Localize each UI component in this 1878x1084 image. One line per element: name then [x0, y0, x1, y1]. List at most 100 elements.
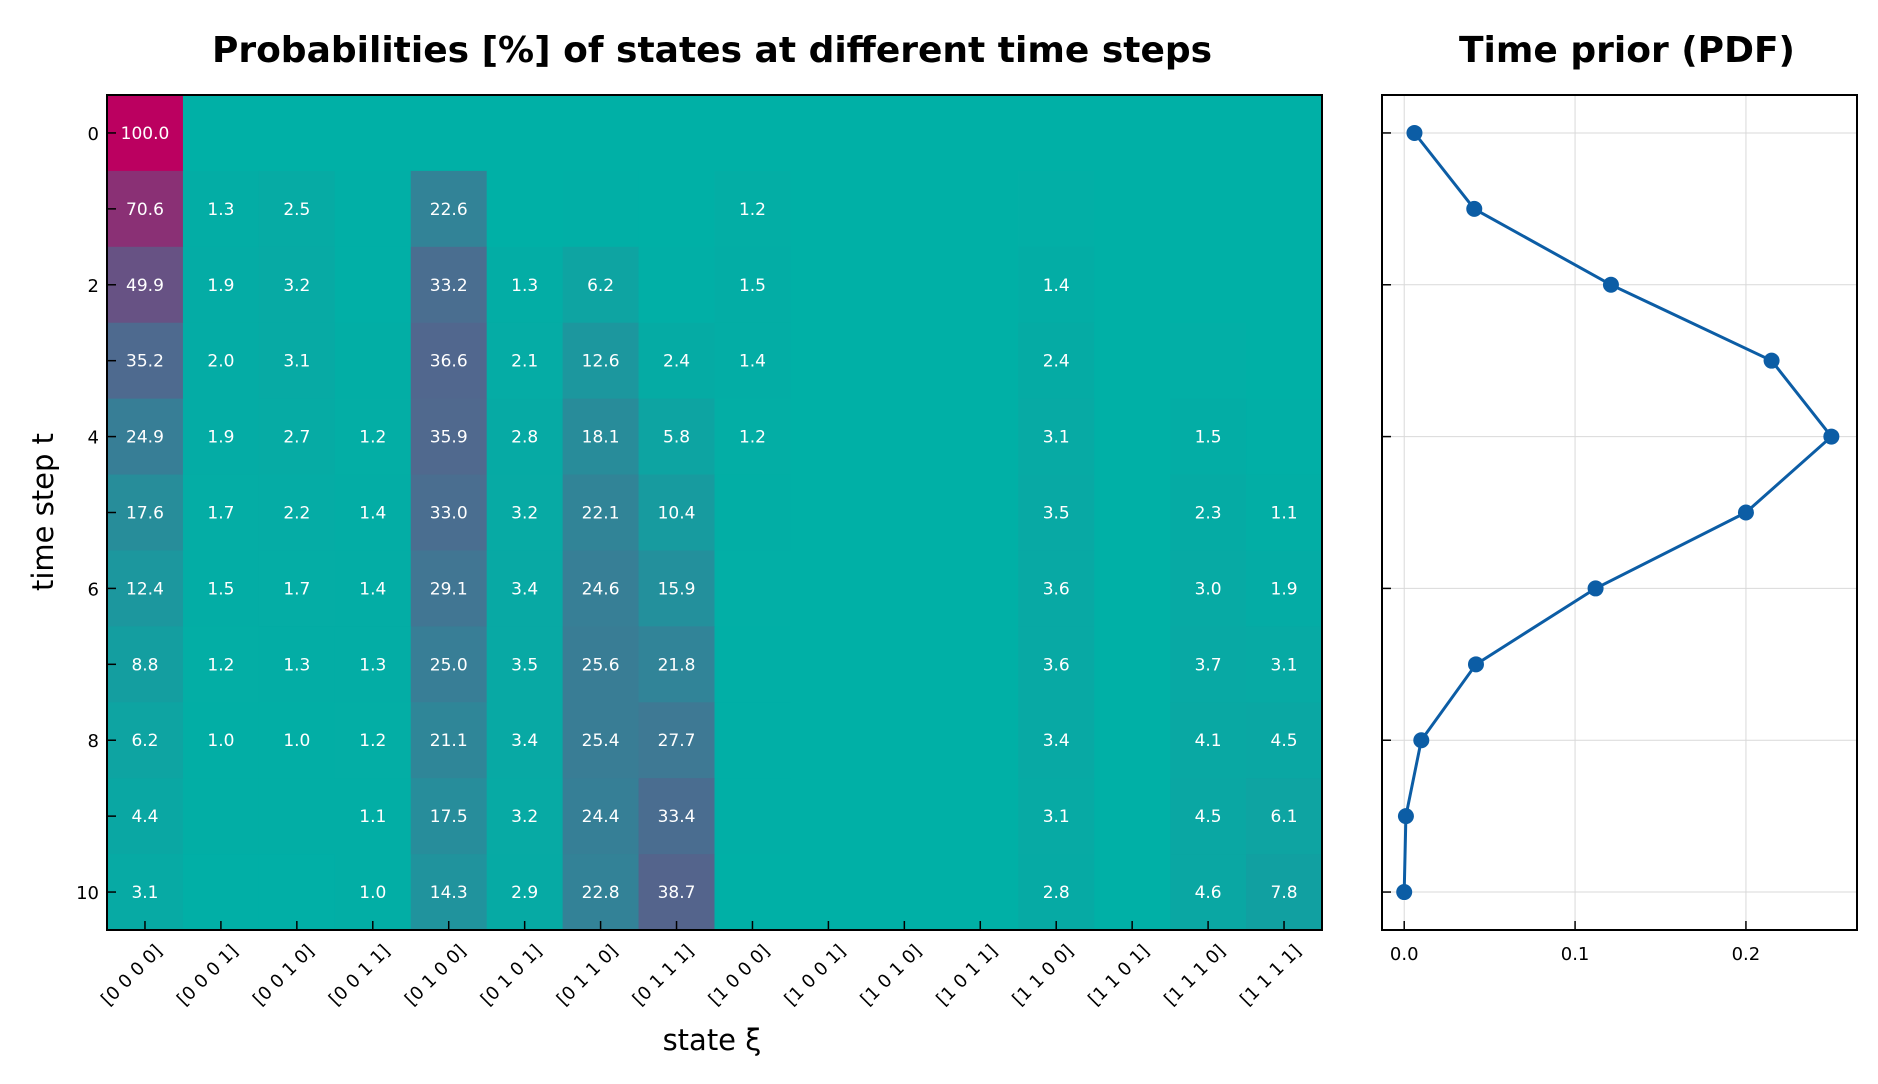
heatmap-cell — [866, 474, 943, 551]
heatmap-cell — [866, 322, 943, 400]
pdf-grid — [1382, 95, 1857, 930]
heatmap-cell — [1170, 398, 1247, 476]
heatmap-cell-label: 1.1 — [1271, 504, 1298, 524]
heatmap-cell — [1094, 854, 1171, 931]
heatmap-cell — [486, 778, 564, 855]
heatmap-cell — [410, 626, 488, 703]
heatmap-cell-label: 12.4 — [126, 579, 164, 599]
heatmap-cell — [486, 95, 564, 172]
heatmap-cell — [714, 322, 791, 400]
heatmap-cell — [790, 322, 867, 400]
heatmap-cell — [1246, 95, 1323, 172]
heatmap-cell — [790, 246, 867, 324]
heatmap-cell-label: 1.5 — [739, 276, 766, 296]
heatmap-cell — [714, 626, 791, 703]
pdf-data-point — [1466, 200, 1483, 217]
heatmap-cell — [182, 398, 260, 476]
heatmap-cell — [107, 778, 184, 855]
heatmap-cell-label: 2.3 — [1195, 504, 1222, 524]
heatmap-x-tick-label: [1 0 0 0] — [705, 941, 774, 1010]
heatmap-cell — [486, 854, 564, 931]
heatmap-cell-label: 2.1 — [511, 352, 538, 372]
heatmap-cell-label: 1.7 — [207, 504, 234, 524]
heatmap-y-tick-label: 0 — [88, 124, 99, 145]
heatmap-cell-label: 1.0 — [283, 731, 310, 751]
heatmap-cell-label: 2.5 — [283, 200, 310, 220]
heatmap-cell — [1170, 550, 1247, 627]
pdf-data-point — [1737, 504, 1754, 521]
heatmap-cell-label: 21.1 — [430, 731, 468, 751]
heatmap-x-ticks: [0 0 0 0] [0 0 0 1] [0 0 1 0] [0 0 1 1] [0 1… — [97, 921, 1306, 1010]
heatmap-cell — [486, 246, 564, 324]
heatmap-cell — [1018, 170, 1095, 248]
heatmap-cell-label: 29.1 — [430, 579, 468, 599]
heatmap-cell-label: 3.1 — [1043, 807, 1070, 827]
heatmap-cell — [790, 550, 867, 627]
heatmap-cell — [638, 626, 715, 703]
heatmap-cell — [107, 170, 184, 248]
heatmap-cell — [258, 322, 336, 400]
heatmap-cell-label: 1.4 — [359, 579, 386, 599]
heatmap-title: Probabilities [%] of states at different… — [212, 30, 1212, 71]
heatmap-cell — [562, 246, 640, 324]
heatmap-cell — [1170, 170, 1247, 248]
heatmap-cell — [638, 95, 715, 172]
heatmap-cell-label: 33.2 — [430, 276, 468, 296]
heatmap-cell — [410, 322, 488, 400]
heatmap-x-tick-label: [1 1 0 1] — [1084, 941, 1153, 1010]
pdf-title: Time prior (PDF) — [1459, 30, 1795, 71]
heatmap-cell — [182, 626, 260, 703]
heatmap-cell — [486, 474, 564, 551]
heatmap-cell — [866, 170, 943, 248]
heatmap-cell — [182, 778, 260, 855]
heatmap-cell — [410, 854, 488, 931]
heatmap-cell-label: 33.0 — [430, 504, 468, 524]
heatmap-cell — [1246, 626, 1323, 703]
heatmap-cell — [258, 626, 336, 703]
heatmap-cell — [1094, 246, 1171, 324]
heatmap-cell — [107, 398, 184, 476]
heatmap-y-tick-label: 2 — [88, 276, 99, 297]
heatmap-cell — [410, 398, 488, 476]
heatmap-cell — [182, 854, 260, 931]
heatmap-cell — [258, 95, 336, 172]
heatmap-cell — [714, 246, 791, 324]
pdf-series-line — [1402, 132, 1834, 893]
pdf-data-point — [1763, 352, 1780, 369]
heatmap-cell — [942, 474, 1019, 551]
heatmap-cell-label: 1.4 — [1043, 276, 1070, 296]
heatmap-cell — [714, 95, 791, 172]
heatmap-cell — [1018, 398, 1095, 476]
heatmap-cell — [410, 474, 488, 551]
heatmap-cell — [942, 778, 1019, 855]
heatmap-cell-label: 1.4 — [359, 504, 386, 524]
heatmap-cell-label: 22.6 — [430, 200, 468, 220]
heatmap-cell-label: 3.1 — [1271, 655, 1298, 675]
pdf-data-point — [1406, 124, 1423, 141]
heatmap-cell — [790, 702, 867, 779]
heatmap-cell-label: 1.3 — [511, 276, 538, 296]
heatmap-cell — [182, 95, 260, 172]
heatmap-y-tick-label: 8 — [88, 731, 99, 752]
heatmap-cell-label: 3.6 — [1043, 579, 1070, 599]
heatmap-cell — [410, 778, 488, 855]
pdf-data-point — [1823, 428, 1840, 445]
heatmap-cell — [866, 550, 943, 627]
heatmap-cell-label: 15.9 — [658, 579, 696, 599]
heatmap-cell-label: 3.2 — [511, 807, 538, 827]
heatmap-x-tick-label: [0 1 1 0] — [553, 941, 622, 1010]
heatmap-cell-label: 1.2 — [207, 655, 234, 675]
heatmap-cell-label: 1.3 — [207, 200, 234, 220]
heatmap-cell-label: 4.1 — [1195, 731, 1222, 751]
heatmap-cell — [638, 170, 715, 248]
heatmap-cell — [638, 398, 715, 476]
heatmap-cell — [714, 474, 791, 551]
heatmap-cell — [638, 778, 715, 855]
heatmap-x-axis-label: state ξ — [663, 1023, 762, 1057]
heatmap-cells — [107, 95, 1323, 931]
heatmap-cell — [942, 854, 1019, 931]
heatmap-cell-label: 1.3 — [283, 655, 310, 675]
heatmap-cell-label: 7.8 — [1271, 883, 1298, 903]
heatmap-cell — [562, 95, 640, 172]
heatmap-cell — [182, 474, 260, 551]
